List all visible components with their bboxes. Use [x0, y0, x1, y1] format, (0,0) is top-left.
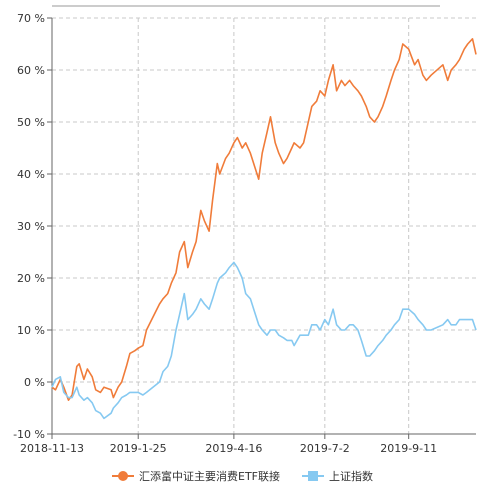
legend-item-1[interactable]: 上证指数 — [302, 469, 373, 483]
grid — [51, 17, 476, 435]
y-tick-label: 20 % — [17, 272, 45, 285]
x-tick-label: 2019-1-25 — [110, 442, 167, 455]
legend-marker-icon — [308, 471, 318, 481]
x-tick-label: 2019-9-11 — [380, 442, 437, 455]
x-tick-label: 2019-7-2 — [300, 442, 350, 455]
series-line-0 — [51, 38, 477, 401]
series-lines — [51, 38, 477, 420]
y-tick-label: 0 % — [24, 376, 45, 389]
legend[interactable]: 汇添富中证主要消费ETF联接 上证指数 — [112, 469, 373, 483]
legend-label: 上证指数 — [329, 469, 373, 483]
y-tick-label: 60 % — [17, 64, 45, 77]
series-line-1 — [51, 261, 477, 420]
y-tick-label: 70 % — [17, 12, 45, 25]
x-tick-label: 2019-4-16 — [205, 442, 262, 455]
axes: -10 % 0 % 10 % 20 % 30 % 40 % 50 % 60 % 70 % 2018… — [13, 5, 476, 455]
x-tick-label: 2018-11-13 — [20, 442, 84, 455]
legend-label: 汇添富中证主要消费ETF联接 — [139, 469, 280, 483]
y-tick-label: 50 % — [17, 116, 45, 129]
legend-item-0[interactable]: 汇添富中证主要消费ETF联接 — [112, 469, 280, 483]
legend-marker-icon — [118, 471, 128, 481]
y-tick-label: 10 % — [17, 324, 45, 337]
y-tick-label: 40 % — [17, 168, 45, 181]
y-tick-label: -10 % — [13, 428, 45, 441]
y-tick-label: 30 % — [17, 220, 45, 233]
